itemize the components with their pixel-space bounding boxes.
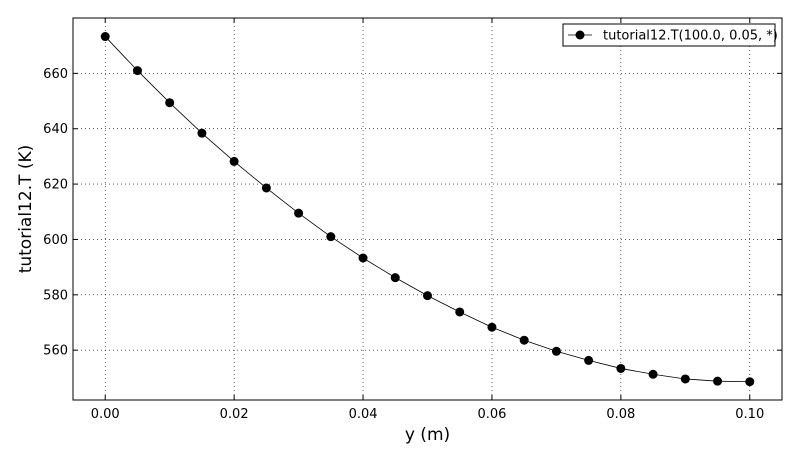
data-point (584, 355, 594, 365)
x-tick-label: 0.06 (477, 407, 506, 422)
data-point (132, 66, 142, 76)
data-point (713, 376, 723, 386)
data-point (229, 156, 239, 166)
data-point (616, 363, 626, 373)
data-point (294, 208, 304, 218)
data-point (100, 32, 110, 42)
data-point (487, 322, 497, 332)
series-group (100, 32, 755, 387)
y-tick-label: 580 (43, 288, 68, 303)
ticks: 0.00 0.02 0.04 0.06 0.08 0.10 560 580 600 620 640 6… (43, 18, 782, 422)
x-axis-label: y (m) (405, 425, 450, 445)
data-point (745, 377, 755, 387)
data-point (261, 183, 271, 193)
y-tick-label: 620 (43, 178, 68, 193)
x-tick-label: 0.04 (349, 407, 378, 422)
legend: tutorial12.T(100.0, 0.05, *) (562, 23, 778, 47)
plot-area (73, 18, 782, 400)
y-tick-label: 640 (43, 122, 68, 137)
data-point (680, 374, 690, 384)
data-point (455, 307, 465, 317)
plot-frame (72, 17, 783, 401)
data-point (390, 273, 400, 283)
data-point (197, 128, 207, 138)
x-tick-label: 0.02 (220, 407, 249, 422)
y-tick-label: 660 (43, 67, 68, 82)
data-point (423, 291, 432, 301)
x-tick-label: 0.08 (606, 407, 635, 422)
data-point (551, 346, 561, 356)
x-tick-label: 0.10 (735, 407, 764, 422)
y-axis-label: tutorial12.T (K) (16, 145, 36, 274)
data-point (648, 369, 658, 379)
x-tick-label: 0.00 (91, 407, 120, 422)
data-point (358, 253, 368, 263)
y-tick-label: 600 (43, 233, 68, 248)
data-point (165, 98, 175, 108)
y-tick-label: 560 (43, 344, 68, 359)
data-point (519, 335, 529, 345)
legend-box (562, 23, 776, 47)
legend-entry: tutorial12.T(100.0, 0.05, *) (603, 29, 778, 44)
legend-marker (575, 30, 585, 40)
data-point (326, 232, 336, 242)
